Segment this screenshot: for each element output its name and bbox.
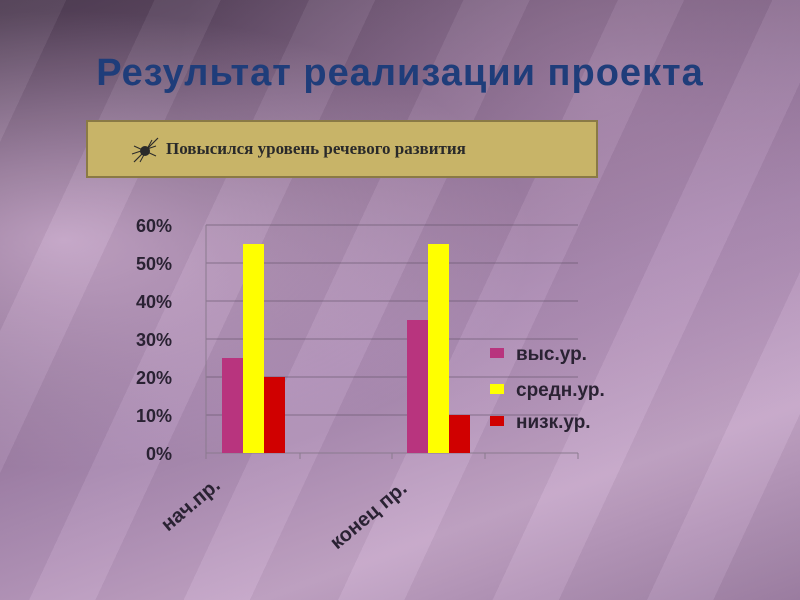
y-axis-ticks: 0% 10% 20% 30% 40% 50% 60% <box>136 216 172 464</box>
y-tick-label: 0% <box>146 444 172 464</box>
bar-2-2 <box>428 244 449 453</box>
burst-star-icon <box>131 137 159 163</box>
bar-1-2 <box>243 244 264 453</box>
legend-swatch <box>490 384 504 394</box>
legend-label: низк.ур. <box>516 412 591 433</box>
summary-banner: Повысился уровень речевого развития <box>86 120 598 178</box>
bar-2-1 <box>407 320 428 453</box>
banner-text: Повысился уровень речевого развития <box>166 139 466 158</box>
bar-2-3 <box>449 415 470 453</box>
legend-swatch <box>490 416 504 426</box>
bar-1-3 <box>264 377 285 453</box>
y-tick-label: 40% <box>136 292 172 312</box>
page-title: Результат реализации проекта <box>96 52 704 94</box>
bars <box>222 244 470 453</box>
legend: выс.ур. средн.ур. низк.ур. <box>490 344 605 433</box>
bar-1-1 <box>222 358 243 453</box>
x-category-label: конец пр. <box>326 477 411 554</box>
y-tick-label: 50% <box>136 254 172 274</box>
y-tick-label: 10% <box>136 406 172 426</box>
y-tick-label: 30% <box>136 330 172 350</box>
legend-swatch <box>490 348 504 358</box>
gridlines <box>206 224 578 416</box>
legend-label: выс.ур. <box>516 344 587 365</box>
x-category-label: нач.пр. <box>157 474 225 536</box>
y-tick-label: 60% <box>136 216 172 236</box>
legend-label: средн.ур. <box>516 380 605 401</box>
x-axis-categories: нач.пр. конец пр. <box>157 474 411 554</box>
y-tick-label: 20% <box>136 368 172 388</box>
